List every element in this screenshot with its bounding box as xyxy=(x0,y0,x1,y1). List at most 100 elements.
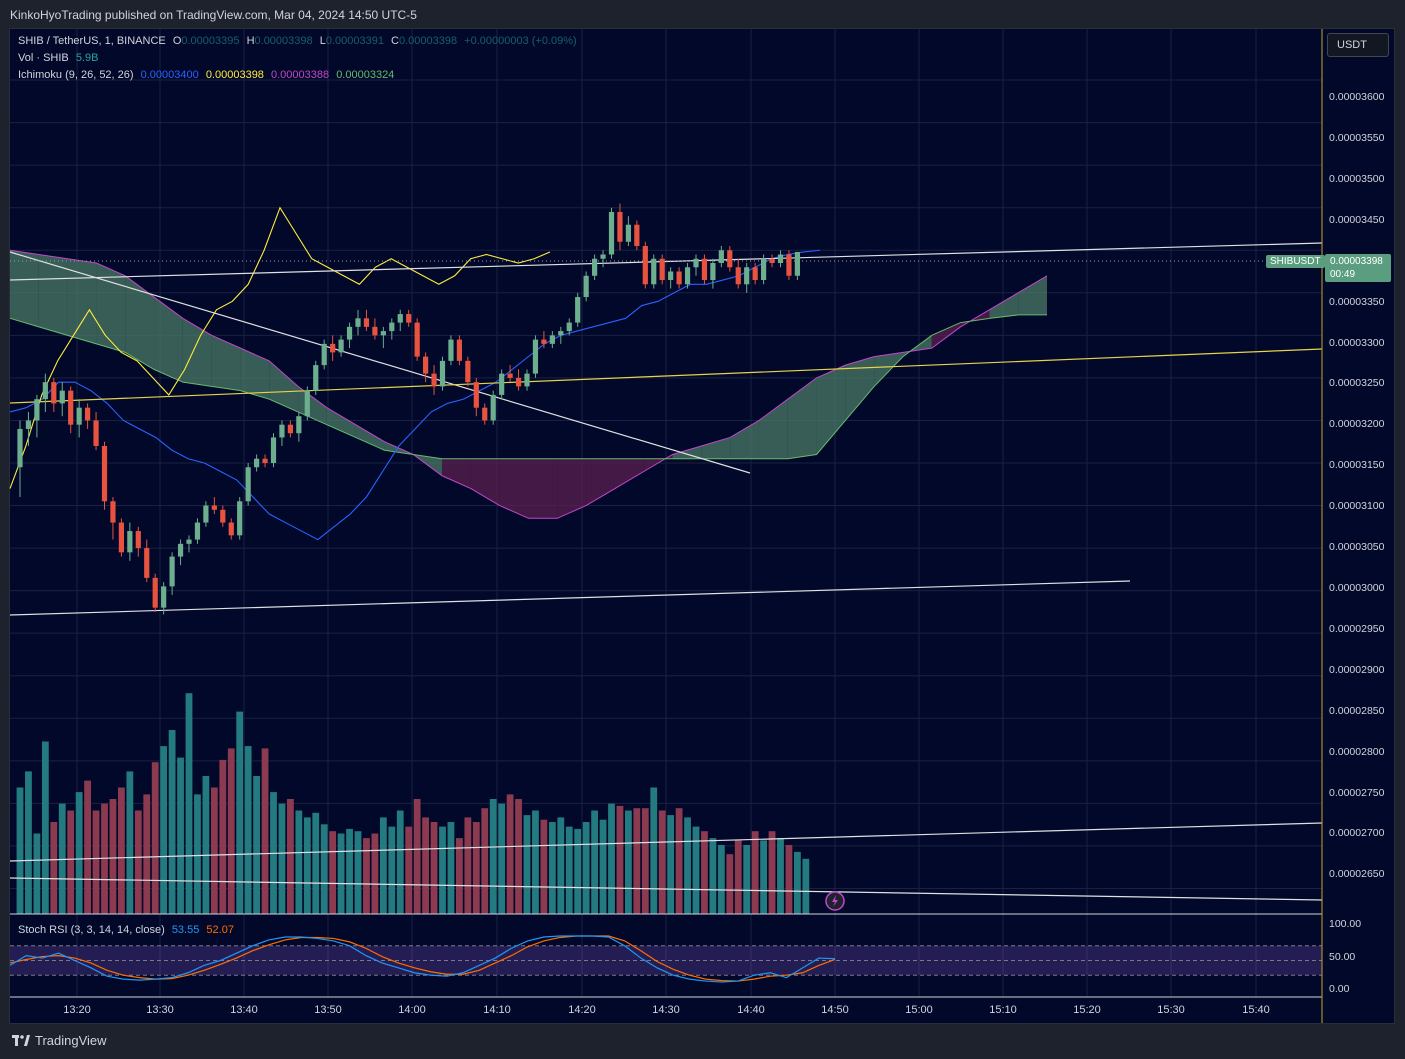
volume-bar xyxy=(625,810,632,914)
volume-bar xyxy=(472,822,480,914)
candle-body xyxy=(701,258,708,281)
stoch-tick-label: 0.00 xyxy=(1329,983,1350,995)
candle-body xyxy=(752,267,758,281)
candle-body xyxy=(617,211,623,242)
stoch-rsi-pane xyxy=(9,891,1322,998)
volume-bar xyxy=(548,822,556,914)
volume-bar xyxy=(58,803,66,914)
candle-body xyxy=(228,522,234,536)
candle-body xyxy=(355,318,361,327)
price-tick-label: 0.00003100 xyxy=(1329,500,1385,512)
price-tick-label: 0.00003450 xyxy=(1329,214,1385,226)
candle-body xyxy=(718,250,724,264)
candle-body xyxy=(786,254,792,276)
tradingview-icon xyxy=(12,1035,30,1046)
volume-bar xyxy=(337,833,345,914)
candle-body xyxy=(135,531,141,549)
candle-body xyxy=(676,271,682,285)
ichimoku-lines xyxy=(9,206,821,541)
volume-bar xyxy=(295,810,303,914)
candle-body xyxy=(245,467,251,502)
volume-bar xyxy=(616,805,624,914)
volume-bar xyxy=(751,831,759,914)
cloud-segment xyxy=(845,356,875,421)
volume-bar xyxy=(75,792,83,914)
change-value: +0.00000003 (+0.09%) xyxy=(464,35,577,47)
time-tick-label: 15:20 xyxy=(1073,1004,1101,1016)
volume-bar xyxy=(506,794,514,914)
volume-bar xyxy=(447,822,455,914)
volume-label: Vol · SHIB xyxy=(18,52,69,64)
candle-body xyxy=(777,254,784,264)
volume-bar xyxy=(557,817,565,914)
candle-body xyxy=(17,428,23,468)
time-tick-label: 14:40 xyxy=(737,1004,765,1016)
candle-body xyxy=(186,539,192,544)
cloud-segment xyxy=(269,360,299,412)
candle-body xyxy=(51,382,57,404)
cloud-segment xyxy=(787,377,817,459)
currency-button[interactable]: USDT xyxy=(1327,33,1389,57)
axes: 0.00003600 0.00003550 0.00003500 0.00003450… xyxy=(63,29,1385,1023)
price-tick-label: 0.00002900 xyxy=(1329,664,1385,676)
volume-bar xyxy=(582,822,590,914)
footer-bar xyxy=(0,1024,1405,1059)
candle-body xyxy=(363,318,370,327)
price-tick-label: 0.00002850 xyxy=(1329,705,1385,717)
volume-bar xyxy=(726,854,734,914)
cloud-segment xyxy=(10,250,39,327)
time-tick-label: 15:00 xyxy=(905,1004,933,1016)
symbol-legend[interactable]: SHIB / TetherUS, 1, BINANCE O0.00003395 … xyxy=(18,35,581,47)
candle-body xyxy=(279,424,285,438)
cloud-segment xyxy=(701,437,731,459)
volume-bar xyxy=(684,817,691,914)
candle-body xyxy=(380,331,386,336)
volume-bar xyxy=(303,817,311,914)
cloud-segment xyxy=(125,275,155,370)
volume-bar xyxy=(202,776,210,914)
candle-body xyxy=(262,458,268,463)
volume-bar xyxy=(185,693,193,914)
candle-body xyxy=(270,437,277,463)
cloud-segment xyxy=(240,348,270,400)
volume-bar xyxy=(109,799,117,914)
close-label: C xyxy=(391,35,399,47)
candle-body xyxy=(34,399,40,421)
tradingview-logo[interactable]: TradingView xyxy=(12,1033,107,1048)
candle-body xyxy=(414,322,420,357)
time-tick-label: 13:20 xyxy=(63,1004,91,1016)
volume-bar xyxy=(396,810,404,914)
cloud-segment xyxy=(557,458,587,519)
volume-bar xyxy=(574,828,582,914)
ichimoku-conversion-value: 0.00003400 xyxy=(140,69,199,81)
ichimoku-span-a-value: 0.00003388 xyxy=(271,69,330,81)
ichimoku-legend[interactable]: Ichimoku (9, 26, 52, 26) 0.00003400 0.00… xyxy=(18,69,398,81)
volume-bar xyxy=(422,817,429,914)
candle-body xyxy=(727,250,733,268)
candle-body xyxy=(439,360,446,387)
stoch-rsi-legend[interactable]: Stoch RSI (3, 3, 14, 14, close) 53.55 52… xyxy=(18,924,238,936)
candle-body xyxy=(448,339,454,361)
volume-bar xyxy=(515,799,522,914)
volume-bar xyxy=(591,810,598,914)
candle-body xyxy=(490,394,496,421)
close-value: 0.00003398 xyxy=(398,35,458,47)
volume-bar xyxy=(236,711,244,914)
volume-legend[interactable]: Vol · SHIB 5.9B xyxy=(18,52,102,64)
volume-bar xyxy=(92,810,100,914)
price-tick-label: 0.00003300 xyxy=(1329,337,1385,349)
volume-bar xyxy=(498,803,506,914)
trendline-descending xyxy=(9,251,751,474)
time-tick-label: 14:30 xyxy=(652,1004,680,1016)
price-tick-label: 0.00002800 xyxy=(1329,746,1385,758)
candle-body xyxy=(296,416,302,434)
candle-body xyxy=(76,407,82,425)
cloud-segment xyxy=(182,318,212,387)
volume-bar xyxy=(219,759,227,914)
volume-bar xyxy=(151,762,159,914)
cloud-segment xyxy=(931,322,961,349)
candle-body xyxy=(313,365,319,391)
volume-bar xyxy=(785,845,793,914)
ichimoku-span-b-value: 0.00003324 xyxy=(336,69,395,81)
